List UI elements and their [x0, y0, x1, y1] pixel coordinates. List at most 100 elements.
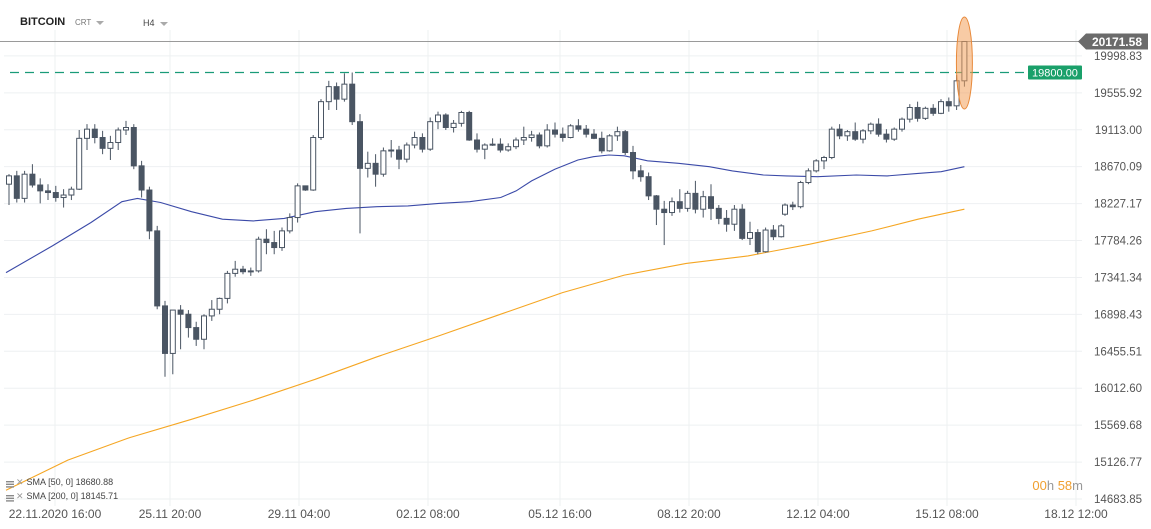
chevron-down-icon — [159, 21, 168, 26]
candle-body — [715, 207, 722, 219]
x-tick-label: 08.12 20:00 — [657, 507, 721, 521]
candle-body — [318, 101, 324, 139]
candle — [279, 227, 285, 251]
candle — [630, 145, 636, 180]
candle-body — [692, 192, 699, 210]
candle — [263, 229, 270, 255]
candle-body — [606, 135, 613, 152]
candle-body — [914, 106, 921, 119]
candle-body — [544, 129, 551, 147]
y-tick-label: 15126.77 — [1094, 457, 1142, 469]
candle-body — [13, 175, 20, 199]
candle-body — [836, 128, 843, 137]
countdown-hours: 00 — [1032, 478, 1047, 493]
candle — [797, 180, 804, 209]
candle — [6, 174, 12, 206]
candle — [396, 145, 402, 170]
candle — [945, 97, 952, 112]
candle-body — [302, 185, 309, 191]
candle — [669, 197, 675, 216]
y-tick-label: 19555.92 — [1094, 88, 1142, 100]
candle — [29, 164, 36, 188]
symbol-label[interactable]: BITCOIN — [20, 16, 66, 28]
candle — [372, 154, 379, 187]
candle — [606, 134, 613, 152]
candle-body — [68, 188, 75, 196]
indicator-params: [200, 0] — [48, 491, 79, 501]
candle — [364, 151, 371, 178]
indicator-legend-sma50[interactable]: ✕ SMA [50, 0] 18680.88 — [6, 476, 113, 488]
candle — [528, 130, 535, 142]
y-tick-label: 18670.09 — [1094, 162, 1142, 174]
candle — [232, 260, 239, 277]
indicator-legend-sma200[interactable]: ✕ SMA [200, 0] 18145.71 — [6, 490, 118, 502]
indicator-settings-icon[interactable] — [6, 479, 14, 488]
countdown-minutes: 58 — [1057, 478, 1073, 493]
candle — [708, 184, 714, 221]
countdown-hours-unit: h — [1046, 478, 1055, 493]
candle-body — [481, 144, 488, 150]
candle-body — [747, 232, 753, 239]
candle-body — [844, 131, 851, 137]
candle — [357, 114, 363, 234]
candle — [883, 129, 890, 143]
candle-body — [325, 86, 332, 103]
candle-body — [76, 137, 83, 190]
candle — [13, 170, 20, 203]
candle — [419, 133, 426, 153]
candle-body — [575, 125, 582, 130]
candle — [201, 314, 207, 350]
candle — [739, 204, 746, 241]
candle-body — [427, 121, 434, 150]
level-badge[interactable] — [1028, 65, 1082, 80]
candle-body — [945, 101, 952, 107]
candle-body — [45, 190, 51, 194]
x-axis: 22.11.2020 16:00 25.11 20:00 29.11 04:00 02… — [9, 507, 1108, 521]
x-tick-label: 15.12 08:00 — [915, 507, 979, 521]
indicator-value: 18145.71 — [80, 491, 119, 501]
candle — [782, 203, 788, 216]
candle-body — [99, 137, 106, 149]
candle — [146, 186, 153, 240]
y-tick-label: 19998.83 — [1094, 51, 1142, 63]
candle — [906, 104, 913, 123]
candle-body — [450, 122, 457, 129]
candle-body — [899, 118, 905, 130]
candle-body — [442, 114, 449, 129]
chevron-down-icon — [96, 20, 105, 25]
candle — [37, 178, 44, 204]
candle-body — [6, 175, 12, 185]
candle-body — [552, 129, 558, 135]
candle-body — [466, 111, 473, 141]
candle — [899, 117, 905, 132]
chart-type-select[interactable]: CRT — [75, 18, 105, 32]
remove-indicator-icon[interactable]: ✕ — [16, 477, 24, 487]
candle — [692, 180, 699, 214]
candle — [162, 300, 168, 377]
candle-body — [271, 242, 278, 249]
candle-body — [240, 268, 246, 273]
candle-body — [216, 297, 223, 310]
candle — [938, 99, 944, 115]
candle-body — [622, 131, 629, 154]
candle-body — [357, 121, 363, 169]
candle — [341, 73, 348, 102]
candle — [302, 185, 309, 191]
candle — [427, 117, 434, 151]
timeframe-select[interactable]: H4 — [143, 18, 168, 32]
remove-indicator-icon[interactable]: ✕ — [16, 491, 24, 501]
indicator-settings-icon[interactable] — [6, 493, 14, 502]
candle-body — [708, 196, 714, 209]
candle — [185, 310, 192, 338]
candle-body — [559, 133, 566, 139]
chart-type-label: CRT — [75, 18, 92, 27]
x-tick-label: 12.12 04:00 — [786, 507, 850, 521]
candle — [435, 111, 441, 130]
candle-body — [653, 195, 660, 210]
candle-body — [821, 157, 827, 162]
candle — [52, 185, 59, 202]
indicator-params: [50, 0] — [48, 477, 74, 487]
candle — [754, 229, 761, 255]
candle-body — [310, 137, 317, 191]
